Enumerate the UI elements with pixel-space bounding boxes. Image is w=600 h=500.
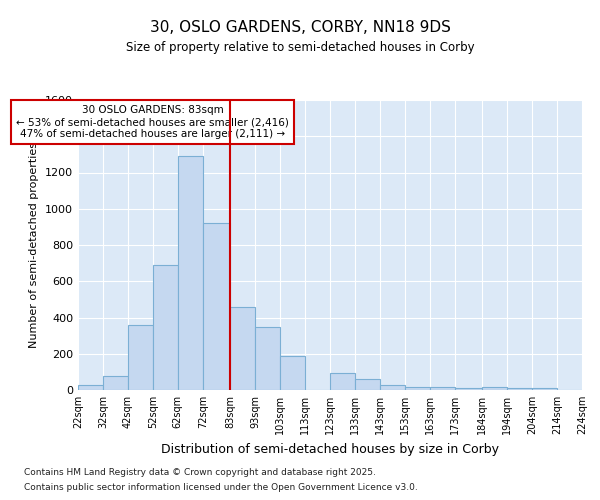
Y-axis label: Number of semi-detached properties: Number of semi-detached properties bbox=[29, 142, 40, 348]
Bar bbox=[78, 386, 103, 390]
Text: 30, OSLO GARDENS, CORBY, NN18 9DS: 30, OSLO GARDENS, CORBY, NN18 9DS bbox=[149, 20, 451, 35]
Bar bbox=[203, 223, 230, 390]
Bar bbox=[103, 376, 128, 390]
Bar bbox=[355, 379, 380, 390]
Text: 30 OSLO GARDENS: 83sqm
← 53% of semi-detached houses are smaller (2,416)
47% of : 30 OSLO GARDENS: 83sqm ← 53% of semi-det… bbox=[16, 106, 289, 138]
Bar bbox=[455, 388, 482, 390]
Bar bbox=[380, 386, 405, 390]
Bar bbox=[430, 388, 455, 390]
Bar bbox=[330, 373, 355, 390]
Text: Contains public sector information licensed under the Open Government Licence v3: Contains public sector information licen… bbox=[24, 483, 418, 492]
Bar bbox=[153, 265, 178, 390]
X-axis label: Distribution of semi-detached houses by size in Corby: Distribution of semi-detached houses by … bbox=[161, 442, 499, 456]
Bar bbox=[405, 388, 430, 390]
Text: Size of property relative to semi-detached houses in Corby: Size of property relative to semi-detach… bbox=[125, 41, 475, 54]
Bar bbox=[280, 356, 305, 390]
Bar bbox=[178, 156, 203, 390]
Bar bbox=[255, 326, 280, 390]
Bar bbox=[482, 388, 507, 390]
Bar bbox=[128, 325, 153, 390]
Text: Contains HM Land Registry data © Crown copyright and database right 2025.: Contains HM Land Registry data © Crown c… bbox=[24, 468, 376, 477]
Bar bbox=[230, 306, 255, 390]
Bar bbox=[532, 388, 557, 390]
Bar bbox=[507, 388, 532, 390]
